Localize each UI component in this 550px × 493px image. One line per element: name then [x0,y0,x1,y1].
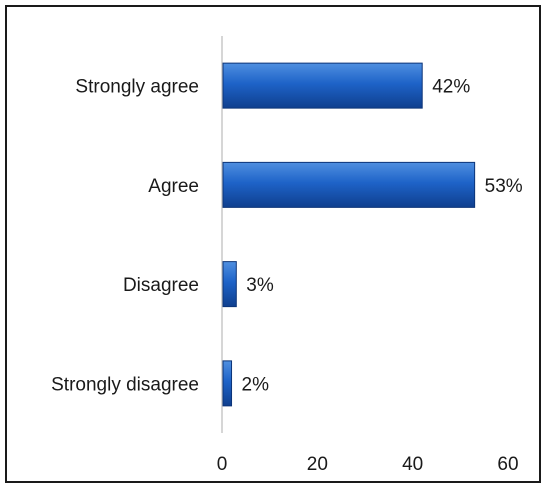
bar-agree [222,161,476,208]
category-label: Strongly agree [75,77,199,98]
x-tick-label: 0 [217,454,228,475]
bar-strongly-agree [222,62,423,109]
data-label: 53% [485,176,523,197]
data-label: 3% [246,275,274,296]
data-label: 42% [432,77,470,98]
x-tick-label: 40 [402,454,423,475]
x-tick-label: 20 [307,454,328,475]
x-tick-labels-group: 0 20 40 60 [217,454,519,475]
bar-disagree [222,261,237,308]
category-label: Strongly disagree [51,374,199,395]
category-label: Disagree [123,275,199,296]
bar-strongly-disagree [222,360,233,407]
data-label: 2% [242,374,270,395]
x-tick-label: 60 [497,454,518,475]
value-labels-group: 42% 53% 3% 2% [242,77,523,396]
category-labels-group: Strongly agree Agree Disagree Strongly disa… [51,77,199,396]
category-label: Agree [148,176,199,197]
bars-group [222,62,476,407]
